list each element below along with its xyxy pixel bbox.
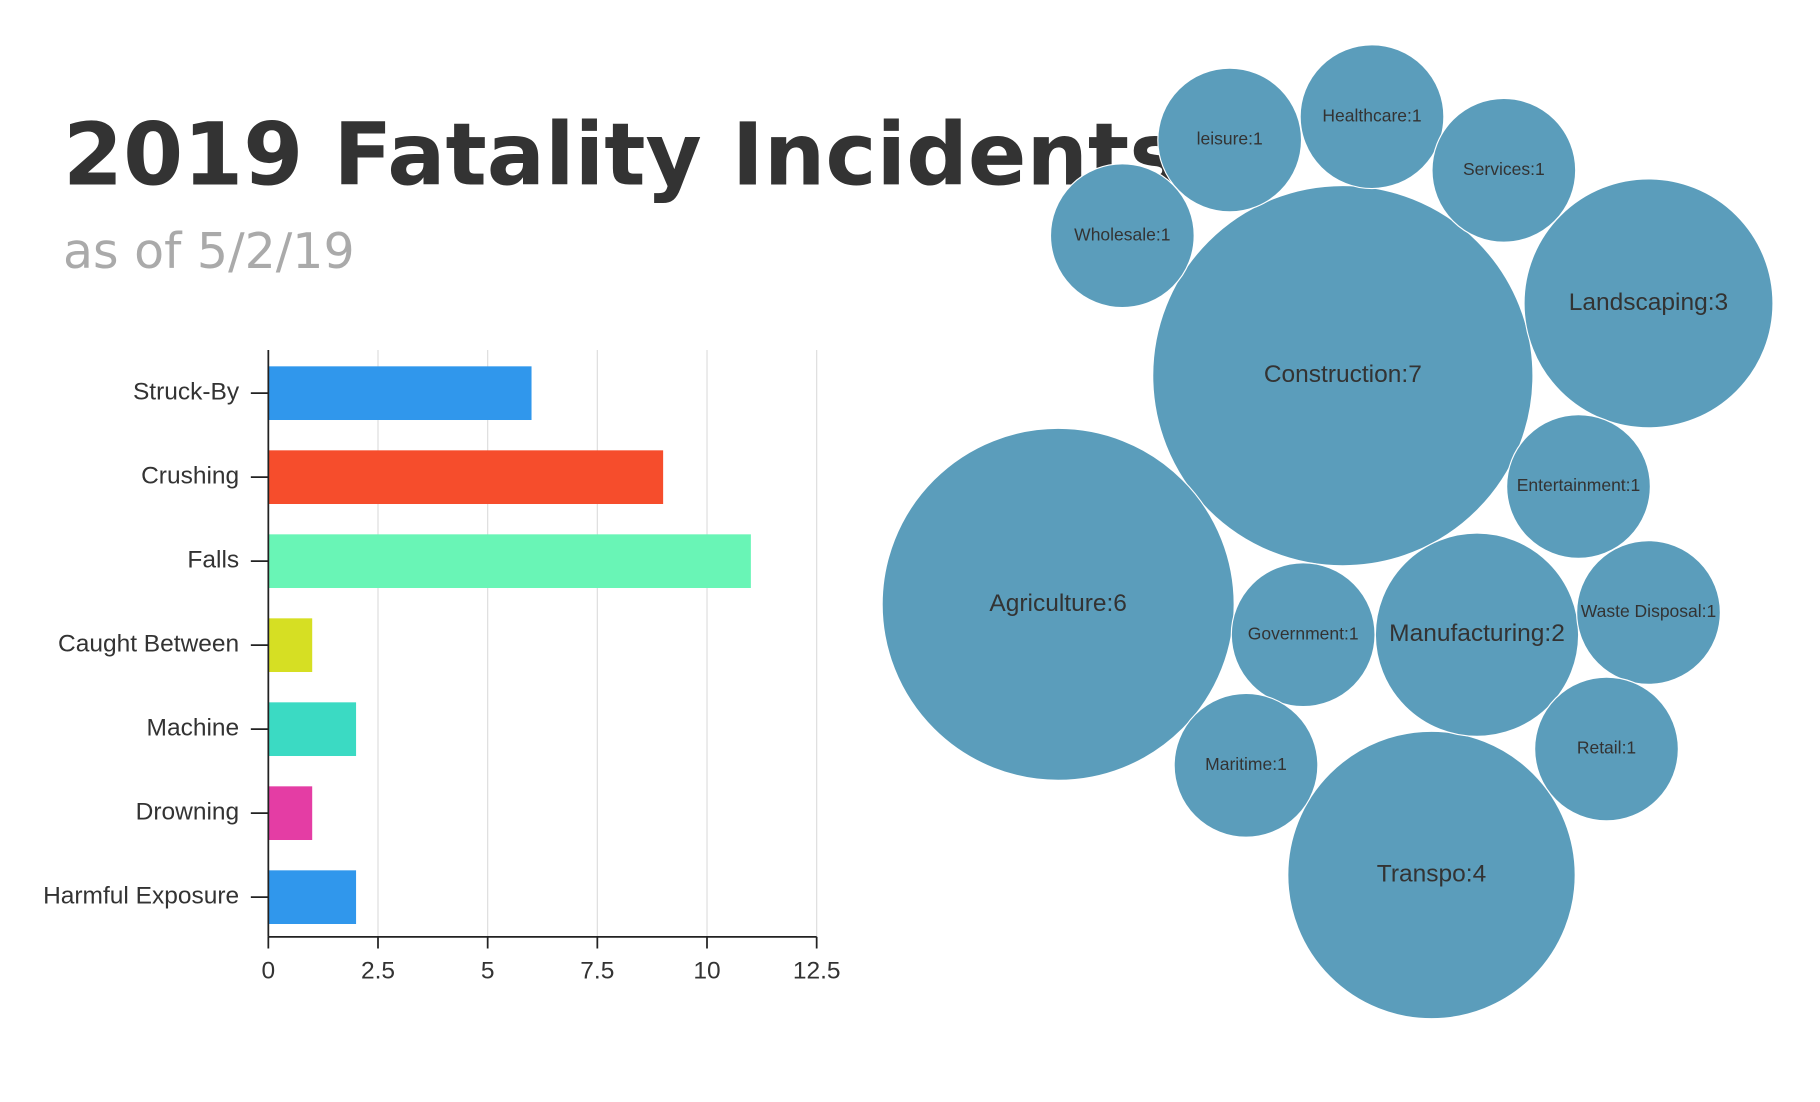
bubble-label: Landscaping:3: [1569, 289, 1728, 316]
y-tick-label: Drowning: [136, 799, 240, 826]
bubble: [1157, 67, 1303, 213]
bubble-label: Construction:7: [1264, 361, 1422, 388]
page-title: 2019 Fatality Incidents: [63, 105, 1181, 205]
x-tick-label: 5: [481, 957, 495, 984]
x-tick-label: 0: [262, 957, 276, 984]
bubble: [1523, 178, 1774, 429]
bubble-label: Maritime:1: [1205, 754, 1287, 774]
bubble-label: Healthcare:1: [1322, 105, 1421, 125]
scene: 2019 Fatality Incidents as of 5/2/19 0 2.…: [43, 44, 1774, 1020]
x-tick-label: 12.5: [793, 957, 841, 984]
bubble-label: Transpo:4: [1377, 860, 1486, 887]
bubble: [881, 427, 1235, 781]
bubble: [1534, 676, 1679, 822]
y-tick-label: Harmful Exposure: [43, 883, 239, 910]
bubble-label: Government:1: [1248, 623, 1359, 643]
bubble-label: Entertainment:1: [1517, 475, 1641, 495]
bubble-label: Manufacturing:2: [1389, 620, 1565, 647]
bubble: [1287, 730, 1576, 1020]
bubble: [1152, 184, 1534, 567]
y-tick-label: Caught Between: [58, 631, 239, 658]
bubble-label: Agriculture:6: [989, 590, 1127, 617]
bar: [268, 870, 357, 925]
bubble-label: leisure:1: [1197, 129, 1263, 149]
bubble-label: Retail:1: [1577, 738, 1636, 758]
bar: [268, 534, 751, 589]
y-tick-label: Falls: [187, 547, 239, 574]
page-subtitle: as of 5/2/19: [63, 223, 355, 280]
bar: [268, 450, 664, 505]
bar: [268, 366, 532, 421]
y-tick-label: Machine: [147, 715, 240, 742]
bubble-label: Waste Disposal:1: [1581, 601, 1717, 621]
bubble: [1576, 540, 1721, 685]
bubble-label: Wholesale:1: [1074, 224, 1170, 244]
bubble: [1173, 692, 1319, 838]
bar: [268, 618, 313, 673]
bar: [268, 786, 313, 841]
bubble: [1299, 44, 1445, 190]
bubble: [1230, 562, 1376, 708]
bubble-label: Services:1: [1463, 159, 1545, 179]
bar: [268, 702, 357, 757]
bubble: [1506, 414, 1651, 559]
bubble: [1431, 97, 1577, 243]
bubble: [1049, 163, 1195, 309]
x-tick-label: 2.5: [361, 957, 395, 984]
x-tick-label: 7.5: [580, 957, 614, 984]
y-tick-label: Crushing: [141, 463, 239, 490]
x-tick-label: 10: [693, 957, 720, 984]
y-tick-label: Struck-By: [133, 379, 240, 406]
